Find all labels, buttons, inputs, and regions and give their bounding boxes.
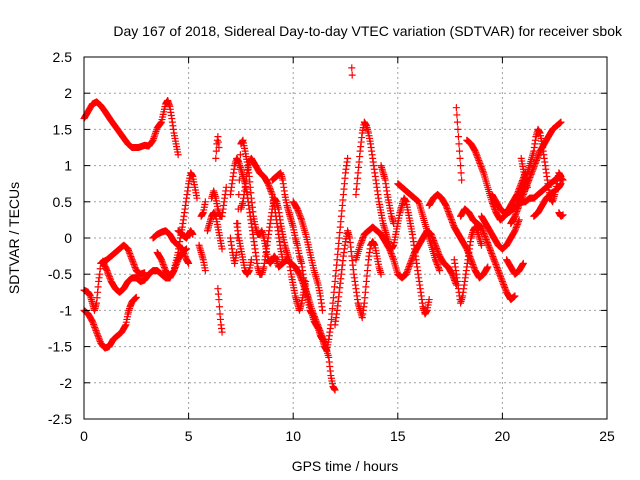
data-point [189,230,197,238]
x-tick-label: 20 [495,428,511,444]
y-tick-label: 1 [64,158,72,174]
data-point [218,245,226,253]
y-tick-label: 2 [64,85,72,101]
data-point [557,118,565,126]
data-point [344,154,352,162]
data-point [458,176,466,184]
y-tick-label: -2.5 [48,411,72,427]
x-tick-label: 25 [599,428,615,444]
y-tick-label: -2 [60,375,73,391]
data-point [201,198,209,206]
y-tick-label: 2.5 [53,49,73,65]
data-point [457,169,465,177]
y-tick-label: -1.5 [48,339,72,355]
y-tick-label: 0.5 [53,194,73,210]
data-point [557,172,565,180]
y-tick-label: -1 [60,302,73,318]
data-point [453,111,461,119]
data-point [132,293,140,301]
data-point [212,154,220,162]
data-point [390,220,398,228]
grid-lines [84,57,607,419]
data-point [453,118,461,126]
data-point [174,151,182,159]
data-point [247,256,255,264]
x-axis-title: GPS time / hours [292,458,399,474]
data-point [218,328,226,336]
data-point [511,292,519,300]
data-point [454,125,462,133]
y-tick-label: 0 [64,230,72,246]
data-point [233,248,241,256]
data-point [559,211,567,219]
data-point [279,256,287,264]
data-point [215,303,223,311]
data-point [457,162,465,170]
data-point [425,296,433,304]
data-point [436,267,444,275]
data-point [236,151,244,159]
data-point [377,270,385,278]
data-points [80,64,567,394]
data-point [477,241,485,249]
data-point [318,306,326,314]
data-point [484,263,492,271]
data-point [201,267,209,275]
y-tick-label: -0.5 [48,266,72,282]
data-point [519,259,527,267]
data-point [559,176,567,184]
chart-title: Day 167 of 2018, Sidereal Day-to-day VTE… [113,23,623,39]
data-point [515,216,523,224]
x-tick-label: 10 [285,428,301,444]
data-point [348,64,356,72]
x-tick-label: 15 [390,428,406,444]
x-tick-label: 0 [80,428,88,444]
data-point [455,140,463,148]
data-point [456,154,464,162]
x-tick-label: 5 [185,428,193,444]
data-point [215,144,223,151]
data-point [524,183,532,191]
data-point [456,147,464,155]
axis-ticks: 0 5 10 15 20 25 -2.5 -2 -1.5 -1 -0.5 0 0.5 1 1.5 2 2.5 [48,49,615,444]
data-point [348,71,356,79]
y-tick-label: 1.5 [53,121,73,137]
data-point [185,259,193,267]
data-point [454,133,462,141]
data-point [331,386,339,394]
data-point [452,104,460,112]
data-point [212,147,220,155]
y-axis-title: SDTVAR / TECUs [6,182,22,294]
data-point [215,296,223,304]
data-point [193,194,201,202]
data-point [557,180,565,188]
